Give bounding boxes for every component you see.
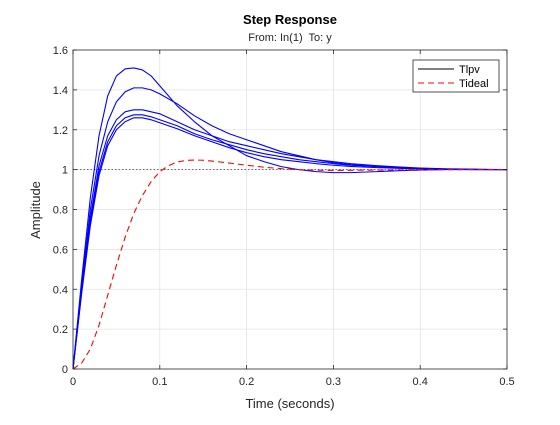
y-tick-label: 0.4 [53,284,68,296]
ticks: 0 0.1 0.2 0.3 0.4 0.5 0 0.2 0.4 0.6 0.8 1 1.2 1.4 1.6 [53,45,515,388]
y-axis-label: Amplitude [28,181,43,239]
chart-title: Step Response [243,12,337,27]
series-line-tlpv-4 [72,114,508,370]
x-tick-label: 0.5 [499,376,514,388]
x-tick-label: 0.1 [152,376,167,388]
series-layer [72,67,508,370]
y-tick-label: 1.2 [53,125,68,137]
series-line-tlpv-3 [72,109,508,370]
legend-label-tlpv: Tlpv [459,64,480,76]
series-line-tideal [72,159,507,370]
x-tick-label: 0.3 [326,376,341,388]
y-tick-label: 1.6 [53,45,68,57]
chart-subtitle: From: In(1) To: y [248,32,332,44]
x-axis-label: Time (seconds) [245,396,334,411]
legend-box [412,59,500,93]
legend-label-tideal: Tideal [459,78,489,90]
y-tick-label: 1 [62,165,68,177]
legend-entries: Tlpv Tideal [418,64,489,90]
legend: Tlpv Tideal [412,59,500,93]
x-tick-label: 0.4 [413,376,428,388]
x-tick-label: 0.2 [239,376,254,388]
x-tick-label: 0 [70,376,76,388]
y-tick-label: 0.2 [53,324,68,336]
y-tick-label: 1.4 [53,85,68,97]
series-line-tlpv-5 [72,117,508,370]
y-tick-label: 0.6 [53,244,68,256]
y-tick-label: 0 [62,364,68,376]
y-tick-label: 0.8 [53,205,68,217]
